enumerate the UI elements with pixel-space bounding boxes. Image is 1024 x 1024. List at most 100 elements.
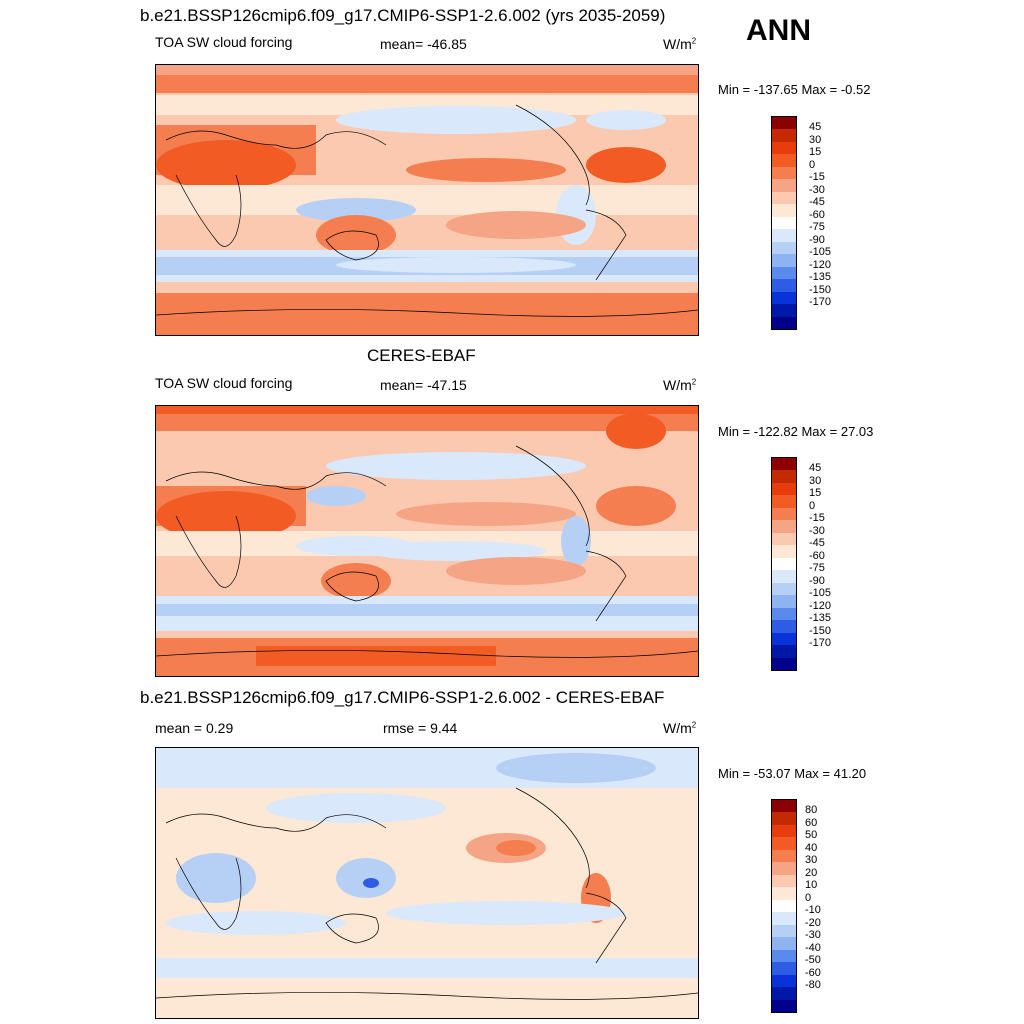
colorbar-tick-label: 60 (805, 816, 818, 829)
panel3-title: b.e21.BSSP126cmip6.f09_g17.CMIP6-SSP1-2.… (140, 688, 665, 707)
colorbar-tick-label: 15 (809, 487, 822, 500)
panel1-map (155, 64, 699, 336)
panel1-minmax: Min = -137.65 Max = -0.52 (718, 82, 871, 97)
panel3-colorbar (771, 799, 797, 1013)
colorbar-tick-label: 0 (809, 158, 816, 171)
colorbar-swatch (772, 645, 796, 658)
panel2-variable: TOA SW cloud forcing (155, 375, 293, 391)
colorbar-tick-label: 0 (809, 499, 816, 512)
colorbar-tick-label: 45 (809, 121, 822, 134)
colorbar-swatch (772, 962, 796, 975)
season-label: ANN (746, 14, 811, 47)
colorbar-swatch (772, 837, 796, 850)
colorbar-tick-label: -90 (809, 233, 825, 246)
colorbar-tick-label: -30 (809, 183, 825, 196)
colorbar-tick-label: 0 (805, 891, 812, 904)
panel3-rmse: rmse = 9.44 (383, 720, 458, 736)
colorbar-swatch (772, 999, 796, 1012)
colorbar-swatch (772, 849, 796, 863)
colorbar-swatch (772, 812, 796, 825)
panel2-mean: mean= -47.15 (380, 377, 467, 393)
colorbar-tick-label: -75 (809, 221, 825, 234)
colorbar-tick-label: -60 (805, 966, 821, 979)
panel1-variable: TOA SW cloud forcing (155, 34, 293, 50)
colorbar-swatch (772, 154, 796, 167)
panel2-title: CERES-EBAF (367, 346, 476, 365)
colorbar-tick-label: -30 (809, 524, 825, 537)
colorbar-swatch (772, 179, 796, 192)
colorbar-tick-label: -20 (805, 916, 821, 929)
colorbar-swatch (772, 595, 796, 608)
colorbar-swatch (772, 862, 796, 875)
colorbar-swatch (772, 987, 796, 1000)
colorbar-swatch (772, 557, 796, 571)
colorbar-swatch (772, 582, 796, 596)
colorbar-swatch (772, 216, 796, 230)
colorbar-tick-label: -150 (809, 624, 832, 637)
colorbar-tick-label: 10 (805, 879, 818, 892)
colorbar-tick-label: -135 (809, 271, 832, 284)
colorbar-swatch (772, 532, 796, 546)
colorbar-swatch (772, 129, 796, 142)
colorbar-tick-label: 30 (805, 854, 818, 867)
colorbar-swatch (772, 166, 796, 180)
panel2-minmax: Min = -122.82 Max = 27.03 (718, 424, 874, 439)
colorbar-tick-label: -15 (809, 171, 825, 184)
panel1-mean: mean= -46.85 (380, 36, 467, 52)
colorbar-swatch (772, 824, 796, 838)
panel3-minmax: Min = -53.07 Max = 41.20 (718, 766, 867, 781)
colorbar-swatch (772, 304, 796, 317)
colorbar-swatch (772, 141, 796, 155)
colorbar-swatch (772, 316, 796, 329)
colorbar-swatch (772, 937, 796, 950)
colorbar-swatch (772, 924, 796, 938)
colorbar-swatch (772, 482, 796, 496)
panel3-mean: mean = 0.29 (155, 720, 234, 736)
colorbar-swatch (772, 495, 796, 508)
colorbar-swatch (772, 520, 796, 533)
colorbar-swatch (772, 204, 796, 217)
colorbar-swatch (772, 241, 796, 255)
colorbar-tick-label: -80 (805, 979, 821, 992)
colorbar-swatch (772, 899, 796, 913)
colorbar-tick-label: -75 (809, 562, 825, 575)
colorbar-swatch (772, 912, 796, 925)
colorbar-tick-label: -60 (809, 549, 825, 562)
colorbar-tick-label: 30 (809, 474, 822, 487)
colorbar-tick-label: -45 (809, 537, 825, 550)
colorbar-tick-label: -30 (805, 929, 821, 942)
colorbar-swatch (772, 545, 796, 558)
colorbar-swatch (772, 229, 796, 242)
colorbar-tick-label: -120 (809, 258, 832, 271)
colorbar-tick-label: -60 (809, 208, 825, 221)
colorbar-swatch (772, 291, 796, 305)
colorbar-swatch (772, 657, 796, 670)
colorbar-tick-label: -50 (805, 954, 821, 967)
colorbar-swatch (772, 632, 796, 646)
colorbar-swatch (772, 470, 796, 483)
colorbar-swatch (772, 974, 796, 988)
panel1-colorbar (771, 116, 797, 330)
colorbar-tick-label: -170 (809, 637, 832, 650)
colorbar-swatch (772, 117, 796, 130)
colorbar-tick-label: -135 (809, 612, 832, 625)
colorbar-swatch (772, 800, 796, 813)
colorbar-swatch (772, 949, 796, 963)
colorbar-swatch (772, 887, 796, 900)
colorbar-swatch (772, 874, 796, 888)
colorbar-tick-label: 40 (805, 841, 818, 854)
colorbar-tick-label: -45 (809, 196, 825, 209)
colorbar-tick-label: -105 (809, 246, 832, 259)
colorbar-tick-label: -150 (809, 283, 832, 296)
colorbar-tick-label: -105 (809, 587, 832, 600)
colorbar-tick-label: 45 (809, 462, 822, 475)
colorbar-tick-label: 50 (805, 829, 818, 842)
colorbar-swatch (772, 254, 796, 267)
colorbar-swatch (772, 266, 796, 280)
panel2-units: W/m2 (663, 377, 697, 393)
colorbar-tick-label: 80 (805, 804, 818, 817)
colorbar-swatch (772, 507, 796, 521)
colorbar-tick-label: -90 (809, 574, 825, 587)
colorbar-tick-label: -120 (809, 599, 832, 612)
colorbar-tick-label: -10 (805, 904, 821, 917)
